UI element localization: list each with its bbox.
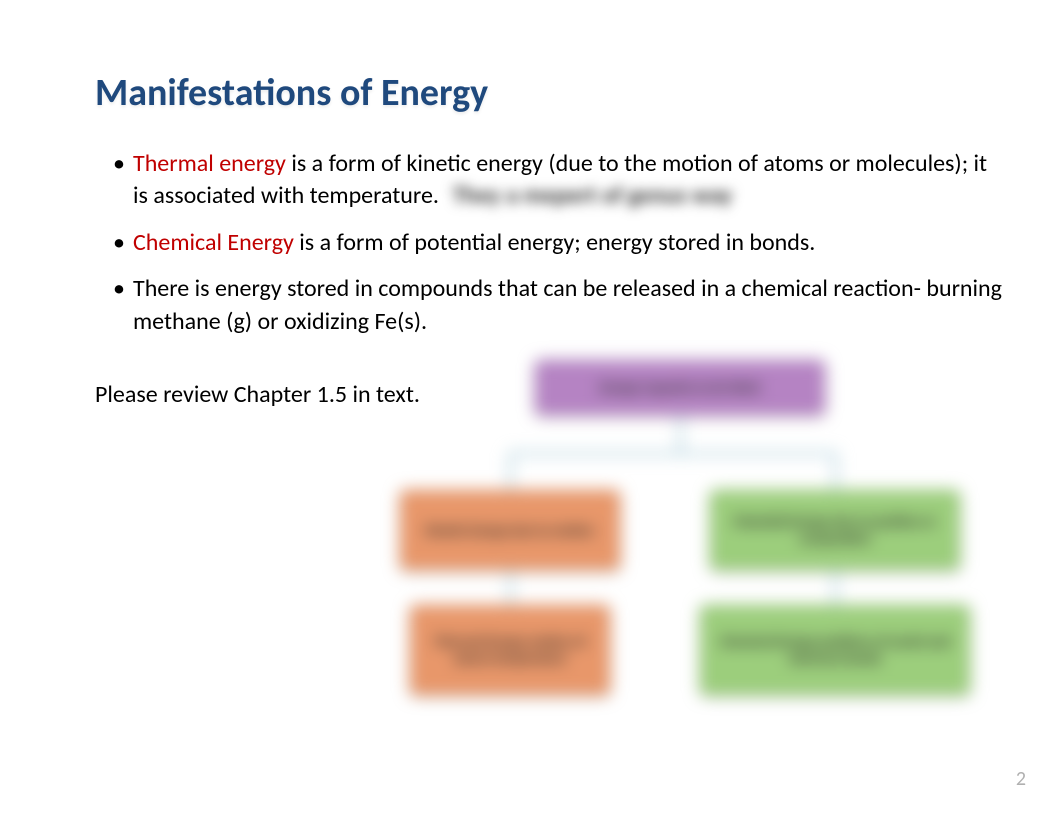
- bullet-item: Thermal energy is a form of kinetic ener…: [113, 148, 1002, 213]
- energy-tree-diagram: Energy Capacity to do Work Kinetic Energy…: [390, 360, 980, 720]
- page-number: 2: [1016, 767, 1026, 791]
- term-chemical: Chemical Energy: [133, 228, 294, 257]
- bullet-text: There is energy stored in compounds that…: [133, 274, 1002, 335]
- tree-node: Thermal Energy motion of atoms temperatu…: [410, 605, 610, 695]
- term-thermal: Thermal energy: [133, 149, 286, 178]
- bullet-item: There is energy stored in compounds that…: [113, 273, 1002, 338]
- tree-node: Chemical Energy positions of nuclei and …: [700, 605, 970, 695]
- page-title: Manifestations of Energy: [95, 70, 1002, 116]
- tree-node: Potential Energy due to position or comp…: [710, 490, 960, 570]
- slide: Manifestations of Energy Thermal energy …: [0, 0, 1062, 823]
- bullet-text: is a form of potential energy; energy st…: [294, 228, 815, 257]
- tree-node: Kinetic Energy due to motion: [400, 490, 620, 570]
- bullet-list: Thermal energy is a form of kinetic ener…: [95, 148, 1002, 338]
- blurred-text: They a mepert of genus way: [452, 180, 732, 212]
- bullet-item: Chemical Energy is a form of potential e…: [113, 227, 1002, 259]
- tree-node: Energy Capacity to do Work: [535, 360, 825, 415]
